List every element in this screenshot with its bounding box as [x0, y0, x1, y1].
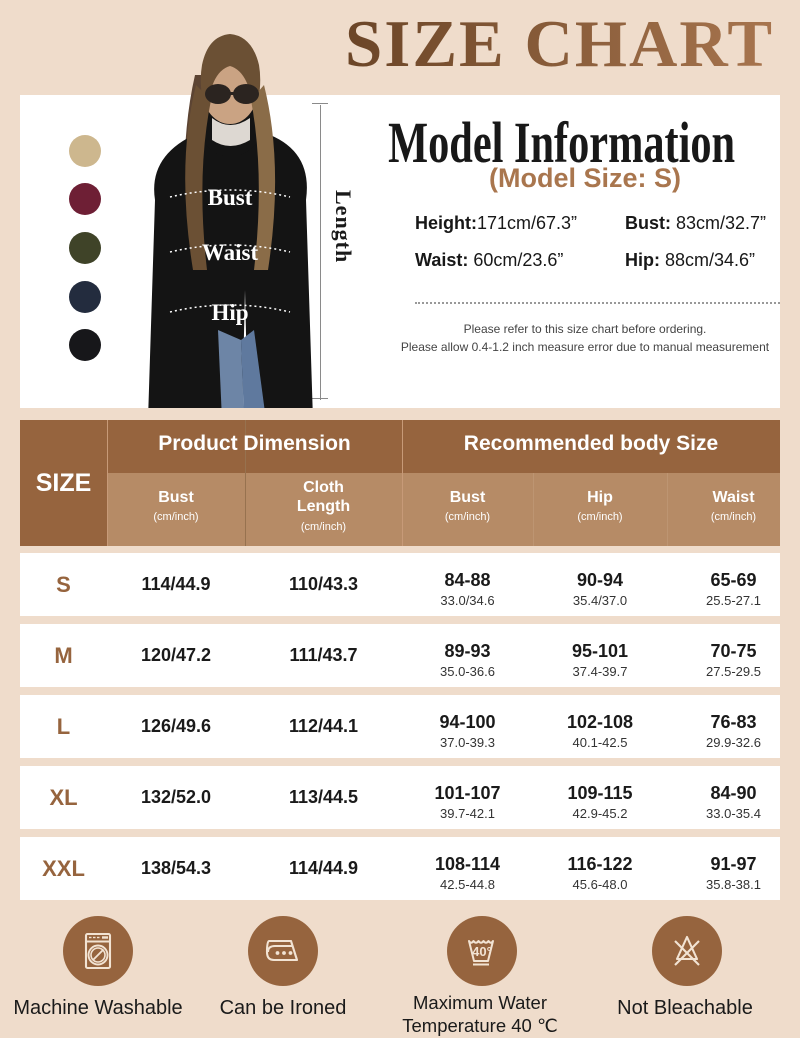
svg-text:Bust: Bust — [208, 185, 253, 210]
svg-text:Hip: Hip — [211, 300, 248, 325]
svg-text:Waist: Waist — [202, 240, 259, 265]
